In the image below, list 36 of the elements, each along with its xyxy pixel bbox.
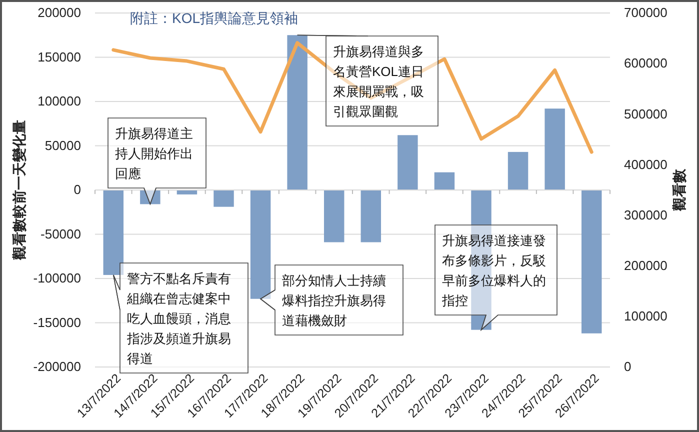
y-tick-label: 200000 bbox=[38, 5, 81, 20]
y-tick-label: -50000 bbox=[40, 226, 81, 242]
y-axis-title: 觀看數較前一天變化量 bbox=[11, 120, 27, 261]
y2-tick-label: 500000 bbox=[624, 106, 668, 122]
annotation: 升旗易得道接連發布多條影片，反駁早前多位爆料人的指控 bbox=[441, 233, 546, 308]
y2-tick-label: 200000 bbox=[624, 258, 668, 274]
bar bbox=[398, 135, 418, 190]
y-tick-label: 100000 bbox=[38, 94, 81, 109]
y2-tick-label: 100000 bbox=[624, 308, 668, 324]
bar bbox=[360, 190, 382, 242]
bar bbox=[214, 190, 234, 207]
bar bbox=[544, 108, 565, 190]
annotation: 升旗易得道與多名黃營KOL連日來展開罵戰，吸引觀眾圍觀 bbox=[333, 44, 424, 119]
y-tick-label: 150000 bbox=[38, 49, 81, 64]
y-tick-label: -200000 bbox=[33, 359, 81, 374]
bar bbox=[103, 190, 124, 275]
annotation: 附註：KOL指輿論意見領袖 bbox=[130, 10, 298, 26]
bar bbox=[287, 35, 308, 190]
y2-tick-label: 700000 bbox=[624, 5, 668, 20]
bar bbox=[508, 152, 528, 190]
y-tick-label: 50000 bbox=[44, 138, 81, 153]
y-tick-label: -100000 bbox=[33, 270, 81, 286]
bar bbox=[324, 190, 344, 242]
y2-tick-label: 400000 bbox=[624, 156, 668, 172]
bar bbox=[581, 190, 602, 334]
y2-tick-label: 300000 bbox=[624, 207, 668, 222]
annotation: 升旗易得道主持人開始作出回應 bbox=[115, 126, 193, 181]
y2-tick-label: 0 bbox=[624, 359, 632, 374]
y-tick-label: -150000 bbox=[33, 314, 81, 330]
y2-axis-title: 觀看數 bbox=[671, 168, 687, 212]
annotation: 警方不點名斥責有組織在曾志健案中吃人血饅頭，消息指涉及頻道升旗易得道 bbox=[126, 271, 231, 366]
bar bbox=[250, 190, 271, 299]
y-tick-label: 0 bbox=[74, 182, 81, 198]
bar bbox=[434, 172, 455, 190]
annotation: 部分知情人士持續爆料指控升旗易得道藉機斂財 bbox=[282, 273, 386, 328]
y2-tick-label: 600000 bbox=[624, 56, 668, 71]
